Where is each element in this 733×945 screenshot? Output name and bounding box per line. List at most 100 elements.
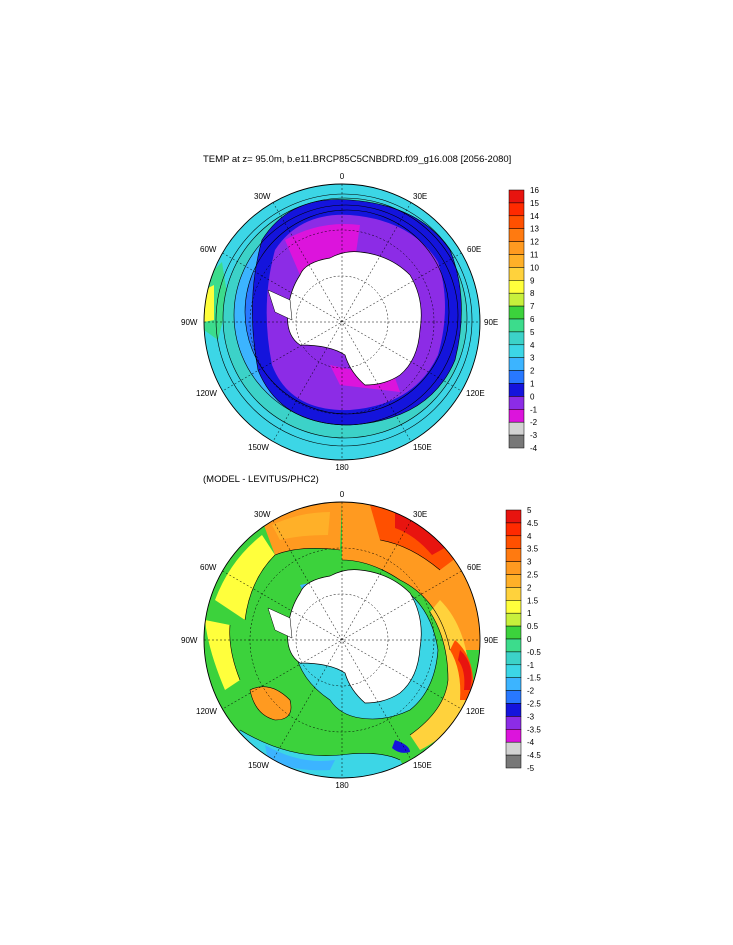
map1-lon-label-90w: 90W xyxy=(181,318,198,327)
map1-colorbar-label: 11 xyxy=(530,251,539,260)
map2-colorbar-label: 0.5 xyxy=(527,622,539,631)
map2-colorbar-swatch xyxy=(505,716,522,730)
map1-colorbar-swatch xyxy=(508,396,525,410)
map2-colorbar-swatch xyxy=(505,587,522,601)
map2-colorbar-swatch xyxy=(505,651,522,666)
map1-colorbar-swatch xyxy=(508,421,525,436)
map1-lon-label-90e: 90E xyxy=(484,318,498,327)
map2-colorbar-label: -4 xyxy=(527,738,535,747)
map1-colorbar-label: -1 xyxy=(530,405,538,414)
map2-lon-label-30e: 30E xyxy=(413,510,427,519)
map1-colorbar-swatch xyxy=(508,331,525,346)
map2-colorbar-label: -5 xyxy=(527,764,535,773)
map2-lon-label-0: 0 xyxy=(340,490,345,499)
map1-colorbar-label: 15 xyxy=(530,199,539,208)
map1-colorbar-label: 16 xyxy=(530,186,539,195)
map2-lon-label-150e: 150E xyxy=(413,761,432,770)
map1-colorbar-label: 10 xyxy=(530,263,539,272)
map2-colorbar-label: 3 xyxy=(527,558,532,567)
map1-colorbar-swatch xyxy=(508,383,525,397)
map2-colorbar-label: -0.5 xyxy=(527,648,541,657)
map2-colorbar-label: 1.5 xyxy=(527,596,539,605)
map2-colorbar-swatch xyxy=(505,535,522,549)
map1-title: TEMP at z= 95.0m, b.e11.BRCP85C5CNBDRD.f… xyxy=(203,154,512,165)
map1-colorbar-swatch xyxy=(508,305,525,320)
map2-colorbar-label: 2.5 xyxy=(527,571,539,580)
map2-colorbar-swatch xyxy=(505,638,522,653)
map2-colorbar-swatch xyxy=(505,561,522,575)
map1-colorbar-label: 8 xyxy=(530,289,535,298)
map2-colorbar-label: 4 xyxy=(527,532,532,541)
map2-colorbar-swatch xyxy=(505,741,522,756)
map1-polar-plot: 0 30W 30E 60W 60E 90W 90E 120W 120E 150W… xyxy=(181,172,498,472)
map1-colorbar-swatch xyxy=(508,357,525,371)
map1-colorbar-swatch xyxy=(508,409,525,423)
map1-lon-label-60w: 60W xyxy=(200,245,217,254)
map1-lon-label-150w: 150W xyxy=(248,443,269,452)
map2-colorbar-label: -1 xyxy=(527,661,535,670)
map2-lon-label-150w: 150W xyxy=(248,761,269,770)
map1-colorbar-swatch xyxy=(508,267,525,281)
map1-lon-label-60e: 60E xyxy=(467,245,481,254)
map1-colorbar-label: 2 xyxy=(530,367,535,376)
map1-lon-label-120e: 120E xyxy=(466,389,485,398)
map1-colorbar-label: 4 xyxy=(530,341,535,350)
map2-lon-label-60e: 60E xyxy=(467,563,481,572)
map2-colorbar-swatch xyxy=(505,754,522,769)
map2-colorbar-label: -2.5 xyxy=(527,700,541,709)
map1-colorbar-swatch xyxy=(508,241,525,255)
map1-lon-label-30e: 30E xyxy=(413,192,427,201)
map2-colorbar-swatch xyxy=(505,677,522,691)
map2-lon-label-60w: 60W xyxy=(200,563,217,572)
map2-colorbar-label: -3.5 xyxy=(527,725,541,734)
map1-colorbar-label: 0 xyxy=(530,392,535,401)
map2-colorbar-label: -3 xyxy=(527,712,535,721)
map1-colorbar-label: 13 xyxy=(530,225,539,234)
map1-colorbar-swatch xyxy=(508,228,525,242)
map2-colorbar-swatch xyxy=(505,522,522,537)
map2-colorbar-label: 5 xyxy=(527,506,532,515)
map2-colorbar: 5 4.5 4 3.5 3 2.5 2 1.5 1 0.5 0 -0.5 -1 -1.5 -2 -2.5 -3 -… xyxy=(505,506,541,773)
map2-colorbar-label: -2 xyxy=(527,687,535,696)
map1-colorbar-label: 14 xyxy=(530,212,539,221)
map1-colorbar-label: 1 xyxy=(530,380,535,389)
map1-colorbar-label: 6 xyxy=(530,315,535,324)
map2-colorbar-label: -4.5 xyxy=(527,751,541,760)
map1-colorbar-swatch xyxy=(508,254,525,268)
map2-colorbar-swatch xyxy=(505,600,522,614)
map1-lon-label-180: 180 xyxy=(335,463,349,472)
map2-lon-label-180: 180 xyxy=(335,781,349,790)
map2-colorbar-label: 4.5 xyxy=(527,519,539,528)
map1-colorbar-label: 3 xyxy=(530,354,535,363)
map2-colorbar-swatch xyxy=(505,690,522,704)
map2-colorbar-swatch xyxy=(505,729,522,743)
map1-colorbar-swatch xyxy=(508,344,525,358)
map1-colorbar-swatch xyxy=(508,434,525,449)
map2-colorbar-swatch xyxy=(505,625,522,640)
map1-colorbar-swatch xyxy=(508,215,525,229)
map1-colorbar-label: -2 xyxy=(530,418,538,427)
map1-colorbar-swatch xyxy=(508,280,525,294)
map2-colorbar-label: 0 xyxy=(527,635,532,644)
map2-colorbar-label: -1.5 xyxy=(527,674,541,683)
map2-colorbar-swatch xyxy=(505,574,522,588)
map1-colorbar-label: 12 xyxy=(530,238,539,247)
map2-colorbar-swatch xyxy=(505,509,522,524)
map2-lon-label-90w: 90W xyxy=(181,636,198,645)
map1-colorbar-swatch xyxy=(508,292,525,307)
map2-polar-plot: 0 30W 30E 60W 60E 90W 90E 120W 120E 150W… xyxy=(181,490,498,790)
map1-colorbar-swatch xyxy=(508,370,525,384)
map1-lon-label-120w: 120W xyxy=(196,389,217,398)
map2-lon-label-120e: 120E xyxy=(466,707,485,716)
map1-colorbar-label: 7 xyxy=(530,302,535,311)
map1-colorbar-label: -3 xyxy=(530,431,538,440)
map1-lon-label-150e: 150E xyxy=(413,443,432,452)
map2-colorbar-swatch xyxy=(505,612,522,627)
map2-colorbar-swatch xyxy=(505,548,522,562)
map2-title: (MODEL - LEVITUS/PHC2) xyxy=(203,474,319,485)
map1-colorbar-swatch xyxy=(508,202,525,217)
map1-colorbar-label: 5 xyxy=(530,328,535,337)
map1-colorbar-swatch xyxy=(508,189,525,204)
map2-colorbar-swatch xyxy=(505,664,522,678)
